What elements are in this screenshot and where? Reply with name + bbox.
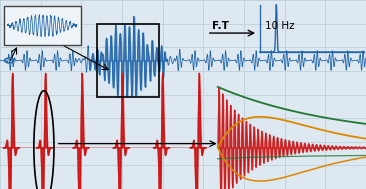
Bar	[97, 24, 159, 97]
Text: F.T: F.T	[212, 21, 228, 31]
Text: 10 Hz: 10 Hz	[265, 21, 295, 31]
Bar	[4, 6, 81, 45]
